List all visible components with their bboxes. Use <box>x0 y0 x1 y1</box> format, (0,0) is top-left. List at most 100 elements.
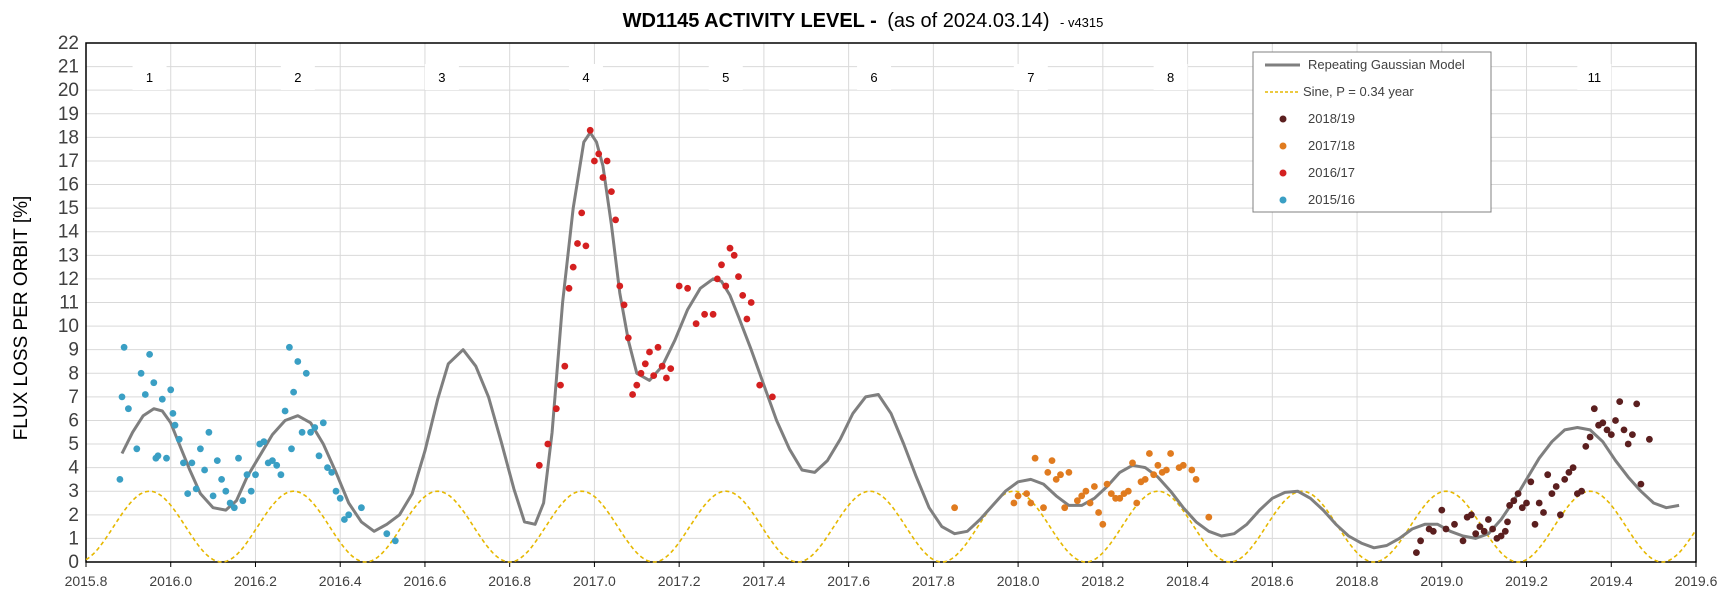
point-2017-18 <box>1150 471 1158 479</box>
point-2017-18 <box>1044 469 1052 476</box>
y-tick-label: 14 <box>58 222 80 243</box>
point-2017-18 <box>1133 499 1141 507</box>
season-label-bg <box>280 64 315 90</box>
y-tick-label: 22 <box>58 33 79 54</box>
point-2018-19 <box>1561 476 1569 483</box>
season-label: 7 <box>1027 70 1034 85</box>
point-2016-17 <box>658 362 666 370</box>
point-2015-16 <box>319 419 327 427</box>
title-version: - v4315 <box>1060 15 1103 30</box>
point-2018-19 <box>1616 398 1624 405</box>
title-main: WD1145 ACTIVITY LEVEL - <box>623 10 877 32</box>
point-2015-16 <box>201 466 209 474</box>
point-2016-17 <box>701 310 708 318</box>
point-2016-17 <box>629 391 636 398</box>
point-2015-16 <box>358 504 365 512</box>
point-2018-19 <box>1459 537 1467 545</box>
season-label: 6 <box>870 70 877 85</box>
x-tick-label: 2018.2 <box>1081 573 1124 589</box>
point-2015-16 <box>290 388 297 396</box>
point-2016-17 <box>663 374 670 382</box>
season-label-bg <box>708 64 743 90</box>
point-2016-17 <box>709 310 717 318</box>
point-2018-19 <box>1586 433 1594 441</box>
point-2017-18 <box>1027 499 1035 507</box>
point-2017-18 <box>1141 476 1149 483</box>
point-2018-19 <box>1544 471 1552 479</box>
y-tick-label: 2 <box>68 505 79 526</box>
point-2015-16 <box>158 395 166 403</box>
point-2017-18 <box>1116 494 1124 502</box>
x-tick-label: 2019.2 <box>1505 573 1548 589</box>
point-2018-19 <box>1429 527 1437 535</box>
point-2016-17 <box>582 242 590 250</box>
point-2018-19 <box>1624 440 1632 448</box>
point-2015-16 <box>167 386 175 394</box>
season-label-bg <box>1577 64 1612 90</box>
point-2015-16 <box>336 494 344 502</box>
x-tick-label: 2017.8 <box>912 573 955 589</box>
point-2015-16 <box>332 487 340 495</box>
point-2018-19 <box>1569 464 1577 471</box>
point-2018-19 <box>1599 419 1607 427</box>
point-2016-17 <box>557 381 564 389</box>
point-2015-16 <box>328 469 336 476</box>
point-2018-19 <box>1485 516 1492 523</box>
x-tick-label: 2016.4 <box>319 573 362 589</box>
point-2016-17 <box>654 343 662 351</box>
point-2017-18 <box>1124 487 1132 495</box>
point-2015-16 <box>118 393 126 401</box>
point-2015-16 <box>150 379 158 387</box>
point-2015-16 <box>171 421 179 429</box>
x-tick-label: 2016.8 <box>488 573 531 589</box>
season-label: 2 <box>294 70 301 85</box>
x-tick-label: 2018.0 <box>997 573 1040 589</box>
point-2018-19 <box>1497 532 1505 540</box>
point-2017-18 <box>1078 492 1086 500</box>
y-tick-label: 20 <box>58 80 79 101</box>
point-2015-16 <box>391 537 399 545</box>
point-2017-18 <box>1154 461 1162 469</box>
point-2015-16 <box>154 452 162 460</box>
point-2016-17 <box>692 320 700 328</box>
point-2015-16 <box>252 471 259 479</box>
point-2015-16 <box>213 457 221 464</box>
point-2018-19 <box>1552 483 1560 490</box>
point-2018-19 <box>1629 431 1636 438</box>
season-label: 8 <box>1167 70 1174 85</box>
legend-2016-17-marker <box>1279 169 1287 177</box>
point-2015-16 <box>169 410 177 417</box>
point-2018-19 <box>1510 497 1518 505</box>
point-2016-17 <box>574 240 581 247</box>
y-tick-label: 5 <box>68 434 79 455</box>
point-2016-17 <box>747 299 755 306</box>
point-2015-16 <box>120 343 128 351</box>
point-2016-17 <box>718 261 725 269</box>
point-2016-17 <box>599 174 607 181</box>
model-series <box>120 131 1680 550</box>
point-2016-17 <box>612 216 619 224</box>
point-2015-16 <box>197 445 204 453</box>
point-2017-18 <box>1099 520 1107 528</box>
point-2016-17 <box>684 284 691 292</box>
x-tick-label: 2018.8 <box>1336 573 1379 589</box>
point-2015-16 <box>226 499 234 507</box>
point-2015-16 <box>230 504 238 512</box>
point-2015-16 <box>180 459 187 467</box>
point-2016-17 <box>637 369 645 377</box>
point-2016-17 <box>650 372 658 379</box>
point-2017-18 <box>1103 480 1111 488</box>
point-2017-18 <box>1065 469 1073 476</box>
point-2018-19 <box>1438 506 1446 514</box>
season-label-bg <box>1013 64 1048 90</box>
point-2015-16 <box>188 459 196 467</box>
point-2018-19 <box>1442 525 1450 533</box>
point-2016-17 <box>633 381 641 389</box>
point-2018-19 <box>1620 426 1628 434</box>
point-2016-17 <box>578 209 586 217</box>
point-2018-19 <box>1476 523 1484 530</box>
point-2018-19 <box>1590 405 1598 413</box>
point-2018-19 <box>1523 499 1530 507</box>
point-2015-16 <box>315 452 323 460</box>
